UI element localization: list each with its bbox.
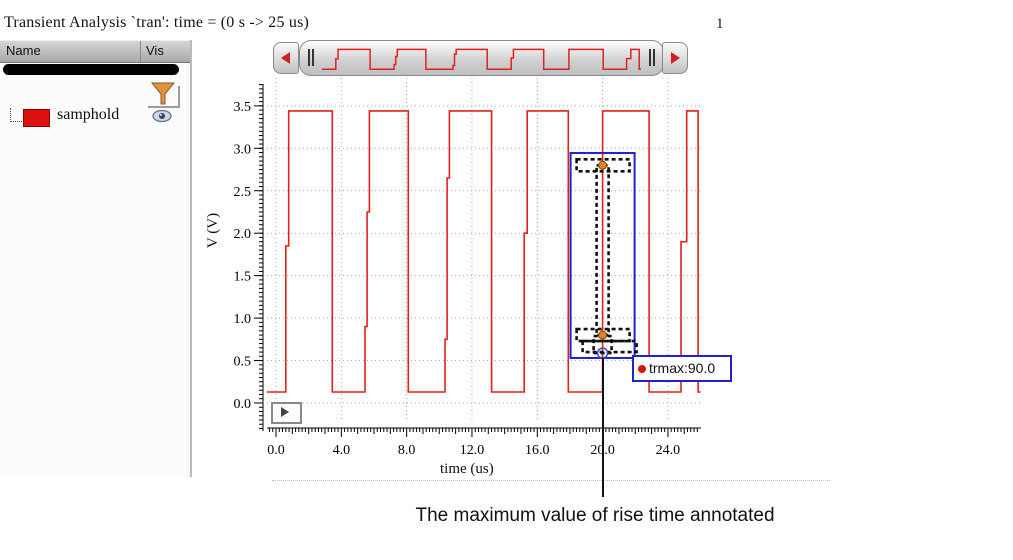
overview-waveform <box>322 48 641 70</box>
play-button[interactable] <box>271 402 302 424</box>
x-tick-label: 4.0 <box>333 443 351 458</box>
column-header-vis[interactable]: Vis <box>146 43 164 58</box>
marker-overlap-bar[interactable] <box>581 339 638 354</box>
signal-list-header: Name Vis <box>0 40 190 63</box>
scrollbar-thumb[interactable] <box>299 40 664 76</box>
y-tick-label: 1.5 <box>234 270 252 285</box>
y-tick-label: 3.0 <box>234 142 252 157</box>
trace-color-swatch[interactable] <box>23 109 50 127</box>
column-header-name[interactable]: Name <box>6 43 41 58</box>
x-tick-label: 16.0 <box>525 443 550 458</box>
window-title: Transient Analysis `tran': time = (0 s -… <box>4 14 310 31</box>
marker-bottom-bar[interactable] <box>575 327 631 343</box>
thumb-grip-left[interactable] <box>308 49 310 66</box>
y-axis-label: V (V) <box>205 212 222 249</box>
annotation-text: trmax:90.0 <box>649 360 716 376</box>
filter-icon[interactable] <box>146 80 182 110</box>
y-tick-label: 1.0 <box>234 312 252 327</box>
marker-handle-top[interactable] <box>598 160 608 170</box>
annotation-dot-icon <box>638 365 646 373</box>
scroll-right-button[interactable] <box>662 42 688 74</box>
rise-time-annotation-label[interactable]: trmax:90.0 <box>632 355 732 382</box>
y-tick-label: 0.5 <box>234 355 252 370</box>
selected-trace-bar[interactable] <box>3 64 179 75</box>
horizontal-scrollbar <box>273 40 688 76</box>
x-tick-label: 24.0 <box>656 443 681 458</box>
x-tick-label: 0.0 <box>267 443 285 458</box>
callout-line <box>602 358 604 497</box>
x-tick-label: 12.0 <box>460 443 485 458</box>
y-tick-label: 0.0 <box>234 397 252 412</box>
thumb-grip-right[interactable] <box>653 49 655 66</box>
thumb-grip-right[interactable] <box>649 49 651 66</box>
tree-elbow <box>10 108 22 122</box>
thumb-grip-left[interactable] <box>312 49 314 66</box>
marker-top-bar[interactable] <box>575 157 631 173</box>
signal-list-panel: Name Vis samphold <box>0 40 192 477</box>
x-tick-label: 8.0 <box>398 443 416 458</box>
dotted-separator <box>272 480 830 481</box>
waveform-trace[interactable] <box>267 110 701 393</box>
column-separator[interactable] <box>140 41 141 62</box>
signal-name[interactable]: samphold <box>57 106 120 123</box>
play-icon <box>281 407 289 417</box>
y-tick-label: 3.5 <box>234 100 252 115</box>
left-arrow-icon <box>281 52 290 64</box>
page-number: 1 <box>716 16 724 32</box>
eye-icon[interactable] <box>151 108 175 124</box>
right-arrow-icon <box>671 52 680 64</box>
caption-text: The maximum value of rise time annotated <box>415 505 775 526</box>
scroll-left-button[interactable] <box>273 42 299 74</box>
y-tick-label: 2.5 <box>234 185 252 200</box>
x-axis-label: time (us) <box>440 461 494 477</box>
y-tick-label: 2.0 <box>234 227 252 242</box>
marker-handle-bottom[interactable] <box>598 330 608 340</box>
